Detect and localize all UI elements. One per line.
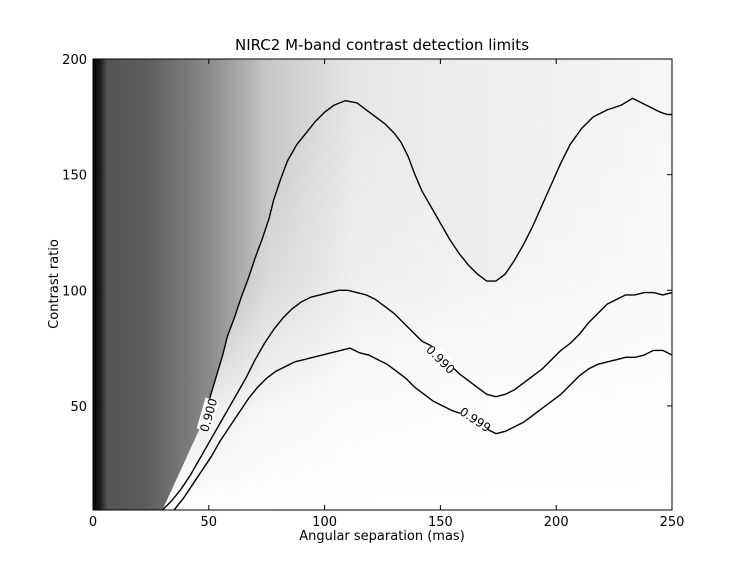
y-tick-label: 200: [62, 53, 87, 68]
contour-label-bg: [424, 342, 458, 376]
y-tick-label: 100: [62, 284, 87, 299]
y-tick-label: 150: [62, 169, 87, 184]
y-axis-title: Contrast ratio: [47, 239, 62, 329]
chart-title: NIRC2 M-band contrast detection limits: [235, 36, 529, 54]
x-tick-label: 100: [312, 515, 337, 530]
contour-line-0.999: [173, 347, 672, 510]
x-axis: 0 50 100 150 200 250: [89, 59, 685, 530]
y-axis: 50 100 150 200: [62, 53, 672, 415]
contour-line-0.900: [198, 97, 672, 430]
x-tick-label: 0: [89, 515, 97, 530]
y-tick-label: 50: [70, 400, 87, 415]
x-tick-label: 200: [544, 515, 569, 530]
contour-label-bg: [196, 397, 219, 433]
contour-line-0.990: [161, 289, 672, 510]
contour-label-bg: [458, 404, 493, 434]
plot-frame: [92, 58, 673, 511]
x-tick-label: 150: [428, 515, 453, 530]
x-axis-title: Angular separation (mas): [299, 529, 465, 544]
x-tick-label: 50: [201, 515, 218, 530]
x-tick-label: 250: [660, 515, 685, 530]
